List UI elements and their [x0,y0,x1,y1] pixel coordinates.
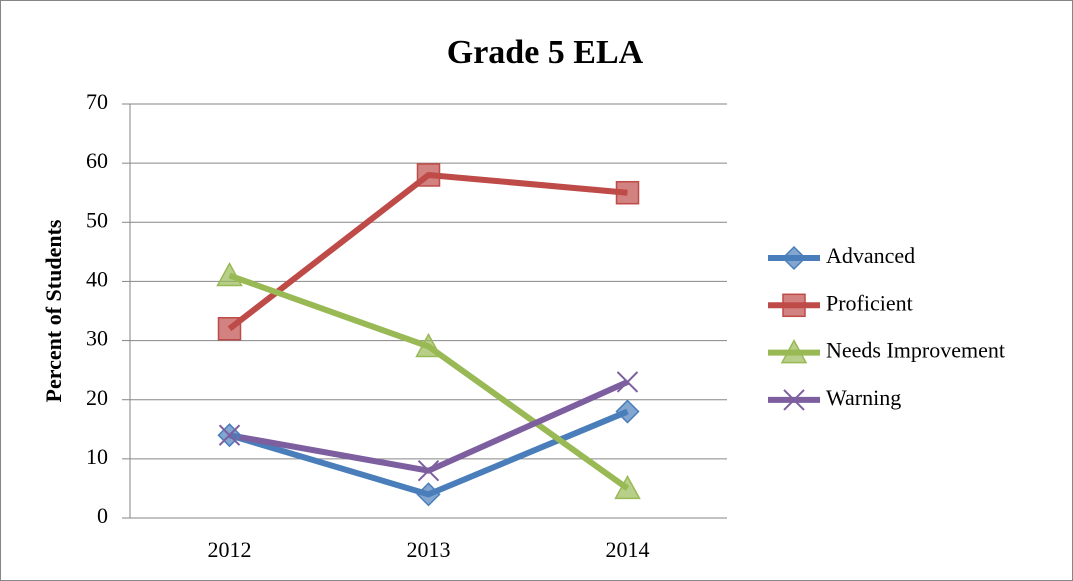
y-tick-label: 20 [86,385,108,410]
legend-marker [781,245,807,271]
x-tick-label: 2013 [407,537,451,562]
y-tick-label: 0 [97,503,108,528]
x-tick-label: 2012 [208,537,252,562]
data-point [615,180,640,205]
y-tick-label: 40 [86,266,108,291]
data-point [614,474,641,500]
data-point [616,371,639,393]
data-point [416,163,441,187]
y-tick-label: 50 [86,207,108,232]
data-point [416,482,441,507]
legend-label: Advanced [826,243,915,268]
legend-label: Proficient [826,290,913,315]
data-point [417,459,440,482]
x-tick-label: 2014 [606,537,650,562]
y-tick-label: 70 [86,89,108,114]
legend-marker [780,339,808,364]
y-tick-label: 10 [86,444,108,469]
y-tick-label: 30 [86,326,108,351]
legend-label: Needs Improvement [826,338,1005,363]
legend-marker [783,389,805,411]
y-axis-label: Percent of Students [41,219,66,402]
data-point [615,399,640,424]
data-point [216,261,243,287]
data-point [217,316,242,341]
y-tick-label: 60 [86,148,108,173]
legend-label: Warning [826,385,901,410]
chart-title: Grade 5 ELA [447,34,644,71]
data-point [218,424,241,446]
legend-marker [782,293,806,318]
data-point [415,332,442,358]
